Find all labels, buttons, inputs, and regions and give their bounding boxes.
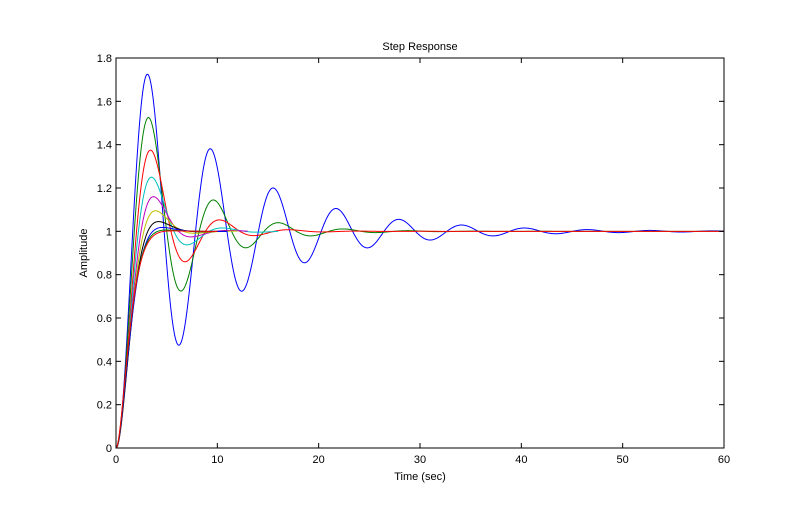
y-tick-label: 1.8 bbox=[97, 53, 112, 65]
series-line-3 bbox=[115, 149, 724, 449]
tick-marks bbox=[115, 57, 725, 449]
y-tick-label: 0 bbox=[106, 443, 112, 455]
y-tick-label: 0.8 bbox=[97, 270, 112, 282]
y-tick-label: 0.2 bbox=[97, 400, 112, 412]
y-tick-label: 1.6 bbox=[97, 96, 112, 108]
y-tick-label: 1.4 bbox=[97, 140, 112, 152]
series-line-4 bbox=[115, 176, 279, 449]
y-tick-label: 1 bbox=[106, 226, 112, 238]
x-tick-label: 50 bbox=[617, 454, 629, 466]
tick-labels: 0 10 20 30 40 50 60 0 0.2 0.4 0.6 0.8 1 1.2 1.4 1.6 1.8 bbox=[97, 53, 730, 466]
y-axis-label: Amplitude bbox=[78, 229, 90, 278]
y-tick-label: 0.6 bbox=[97, 313, 112, 325]
x-tick-label: 0 bbox=[113, 454, 119, 466]
y-tick-label: 0.4 bbox=[97, 356, 112, 368]
series-line-10 bbox=[115, 230, 218, 449]
y-tick-label: 1.2 bbox=[97, 183, 112, 195]
x-tick-label: 20 bbox=[313, 454, 325, 466]
x-axis-label: Time (sec) bbox=[394, 471, 446, 483]
x-tick-label: 10 bbox=[211, 454, 223, 466]
chart-title: Step Response bbox=[382, 41, 457, 53]
series-lines bbox=[115, 73, 725, 449]
x-tick-label: 40 bbox=[515, 454, 527, 466]
series-line-5 bbox=[115, 196, 248, 449]
x-tick-label: 30 bbox=[414, 454, 426, 466]
x-tick-label: 60 bbox=[718, 454, 730, 466]
series-line-1 bbox=[115, 73, 725, 449]
plot-area-background bbox=[116, 58, 724, 448]
